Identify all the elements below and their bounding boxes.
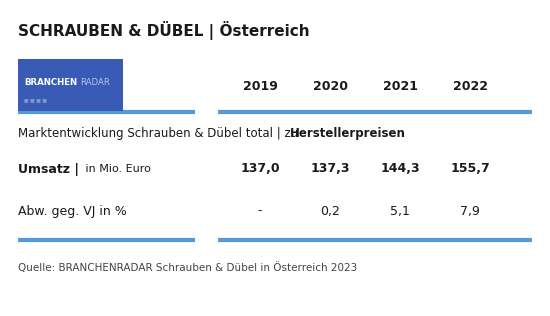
Text: Umsatz |: Umsatz | xyxy=(18,162,79,175)
Text: BRANCHEN: BRANCHEN xyxy=(24,78,77,87)
Text: 155,7: 155,7 xyxy=(450,162,490,175)
Text: Herstellerpreisen: Herstellerpreisen xyxy=(290,126,406,139)
FancyBboxPatch shape xyxy=(18,59,123,111)
Text: Marktentwicklung Schrauben & Dübel total | zu: Marktentwicklung Schrauben & Dübel total… xyxy=(18,126,302,139)
Text: 7,9: 7,9 xyxy=(460,204,480,217)
Text: SCHRAUBEN & DÜBEL | Österreich: SCHRAUBEN & DÜBEL | Österreich xyxy=(18,21,310,40)
Text: 2021: 2021 xyxy=(382,80,417,93)
Text: 144,3: 144,3 xyxy=(380,162,420,175)
Text: Abw. geg. VJ in %: Abw. geg. VJ in % xyxy=(18,204,127,217)
Text: Quelle: BRANCHENRADAR Schrauben & Dübel in Österreich 2023: Quelle: BRANCHENRADAR Schrauben & Dübel … xyxy=(18,263,358,273)
Text: RADAR: RADAR xyxy=(80,78,110,87)
Text: 137,3: 137,3 xyxy=(310,162,350,175)
Text: 5,1: 5,1 xyxy=(390,204,410,217)
Text: 137,0: 137,0 xyxy=(240,162,280,175)
Text: 2019: 2019 xyxy=(243,80,277,93)
Text: 2020: 2020 xyxy=(312,80,348,93)
Text: ■ ■ ■ ■: ■ ■ ■ ■ xyxy=(24,97,47,102)
Text: in Mio. Euro: in Mio. Euro xyxy=(82,164,151,174)
Text: 2022: 2022 xyxy=(453,80,487,93)
Text: 0,2: 0,2 xyxy=(320,204,340,217)
Text: -: - xyxy=(258,204,262,217)
